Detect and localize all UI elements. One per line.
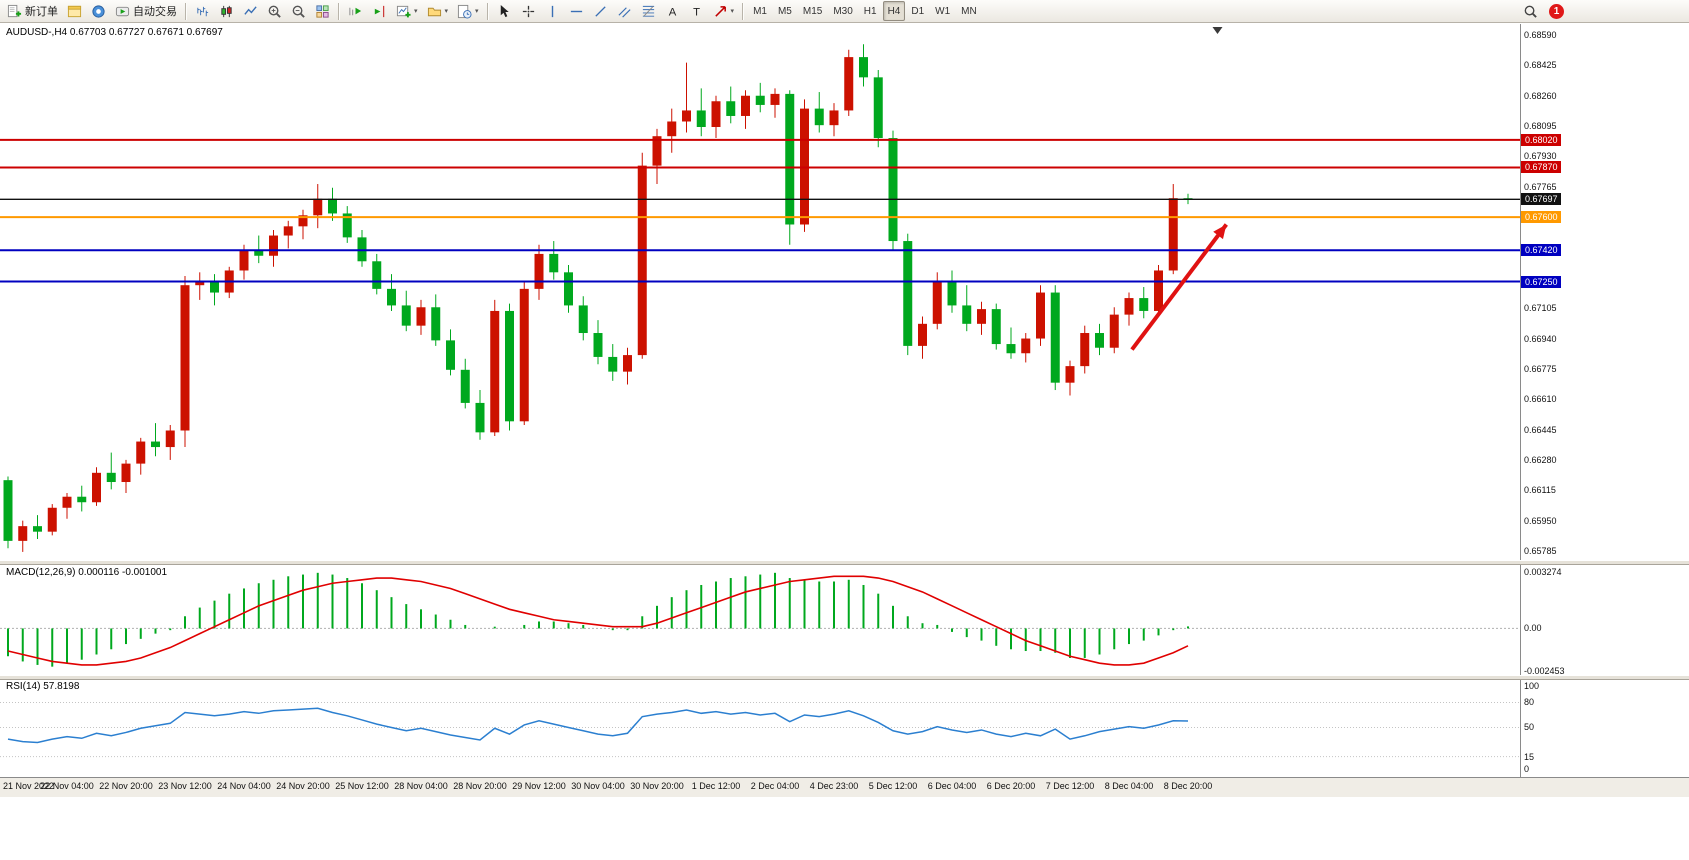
timeframe-h1-button[interactable]: H1 [859, 1, 882, 21]
vertical-line-icon [551, 5, 553, 17]
terminal-button[interactable] [63, 1, 86, 21]
rsi-indicator-label: RSI(14) 57.8198 [6, 681, 79, 692]
text-tool-button[interactable]: A [661, 1, 684, 21]
macd-name: MACD(12,26,9) [6, 567, 76, 578]
timeframe-label: M1 [753, 5, 767, 17]
cursor-icon [500, 4, 509, 17]
timeframe-label: H1 [863, 5, 877, 17]
timeframe-label: D1 [911, 5, 925, 17]
timeframe-w1-button[interactable]: W1 [930, 1, 955, 21]
timeframe-m15-button[interactable]: M15 [798, 1, 827, 21]
vertical-line-tool-button[interactable] [541, 1, 564, 21]
timeframe-m1-button[interactable]: M1 [748, 1, 772, 21]
crosshair-icon [522, 5, 534, 17]
main-toolbar: 新订单 自动交易 [0, 0, 1689, 23]
zoom-in-icon [268, 5, 281, 18]
dropdown-caret-icon: ▾ [414, 7, 418, 15]
horizontal-line-tool-button[interactable] [565, 1, 588, 21]
label-tool-button[interactable]: T [685, 1, 708, 21]
autotrading-button[interactable]: 自动交易 [111, 1, 181, 21]
macd-main-value: 0.000116 [78, 567, 120, 578]
timeframe-m5-button[interactable]: M5 [773, 1, 797, 21]
dropdown-caret-icon: ▾ [475, 7, 479, 15]
rsi-value: 57.8198 [43, 681, 80, 692]
chart-symbol-header: AUDUSD-,H4 0.67703 0.67727 0.67671 0.676… [6, 27, 223, 38]
templates-button[interactable]: ▾ [453, 1, 483, 21]
text-tool-icon: A [668, 6, 676, 18]
terminal-icon [67, 5, 82, 17]
rsi-name: RSI(14) [6, 681, 41, 692]
line-chart-icon [244, 5, 257, 15]
bar-chart-mode-button[interactable] [191, 1, 214, 21]
timeframe-label: MN [961, 5, 977, 17]
trendline-tool-button[interactable] [589, 1, 612, 21]
new-order-label: 新订单 [25, 6, 58, 18]
toolbar-separator [185, 2, 187, 20]
toolbar-right-cluster: 1 [1519, 1, 1564, 21]
timeframe-mn-button[interactable]: MN [956, 1, 982, 21]
search-icon [1524, 5, 1537, 18]
tile-windows-icon [316, 4, 329, 18]
tile-windows-button[interactable] [311, 1, 334, 21]
channel-tool-button[interactable] [613, 1, 636, 21]
autotrading-icon [115, 6, 130, 16]
new-chart-button[interactable]: ▾ [392, 1, 422, 21]
timeframe-h4-button[interactable]: H4 [882, 1, 906, 21]
timeframe-label: M5 [777, 5, 792, 17]
toolbar-separator [742, 2, 745, 20]
timeframe-label: W1 [935, 5, 951, 17]
svg-text:A: A [668, 6, 676, 18]
autotrading-label: 自动交易 [133, 6, 177, 18]
time-axis[interactable] [0, 777, 1689, 797]
timeframe-label: M30 [833, 5, 853, 17]
cursor-tool-button[interactable] [493, 1, 516, 21]
crosshair-tool-button[interactable] [517, 1, 540, 21]
pane-separator[interactable] [0, 560, 1689, 565]
zoom-out-icon [292, 5, 305, 18]
channel-icon [617, 6, 631, 18]
shapes-tool-button[interactable]: ▾ [709, 1, 739, 21]
timeframe-label: M15 [802, 5, 823, 17]
search-button[interactable] [1519, 1, 1542, 21]
community-icon [92, 4, 105, 18]
toolbar-separator [338, 2, 340, 20]
dropdown-caret-icon: ▾ [444, 7, 449, 15]
label-tool-icon: T [693, 6, 700, 18]
toolbar-separator [486, 2, 489, 20]
timeframe-m30-button[interactable]: M30 [828, 1, 857, 21]
timeframe-d1-button[interactable]: D1 [906, 1, 929, 21]
macd-signal-value: -0.001001 [122, 567, 168, 578]
dropdown-caret-icon: ▾ [730, 7, 735, 15]
chart-shift-icon [374, 5, 385, 17]
auto-scroll-button[interactable] [344, 1, 367, 21]
fibonacci-icon [642, 5, 654, 17]
profiles-icon [427, 7, 441, 16]
community-button[interactable] [87, 1, 110, 21]
arrow-shape-icon [714, 5, 726, 17]
new-chart-icon [396, 5, 411, 17]
pane-separator[interactable] [0, 675, 1689, 680]
fibonacci-tool-button[interactable] [637, 1, 660, 21]
bar-chart-icon [197, 6, 209, 16]
chart-shift-button[interactable] [368, 1, 391, 21]
horizontal-line-icon [570, 10, 582, 12]
profiles-button[interactable]: ▾ [423, 1, 453, 21]
zoom-out-button[interactable] [287, 1, 310, 21]
templates-icon [457, 4, 472, 19]
new-order-icon [7, 4, 22, 17]
timeframe-label: H4 [887, 5, 901, 17]
new-order-button[interactable]: 新订单 [3, 1, 62, 21]
price-axis-border [1520, 24, 1521, 777]
trendline-icon [594, 5, 606, 17]
auto-scroll-icon [349, 7, 362, 15]
candle-chart-mode-button[interactable] [215, 1, 238, 21]
zoom-in-button[interactable] [263, 1, 286, 21]
candlestick-chart-icon [221, 5, 232, 17]
svg-text:T: T [693, 6, 700, 18]
alerts-badge[interactable]: 1 [1549, 3, 1564, 19]
line-chart-mode-button[interactable] [239, 1, 262, 21]
macd-indicator-label: MACD(12,26,9) 0.000116 -0.001001 [6, 567, 167, 578]
